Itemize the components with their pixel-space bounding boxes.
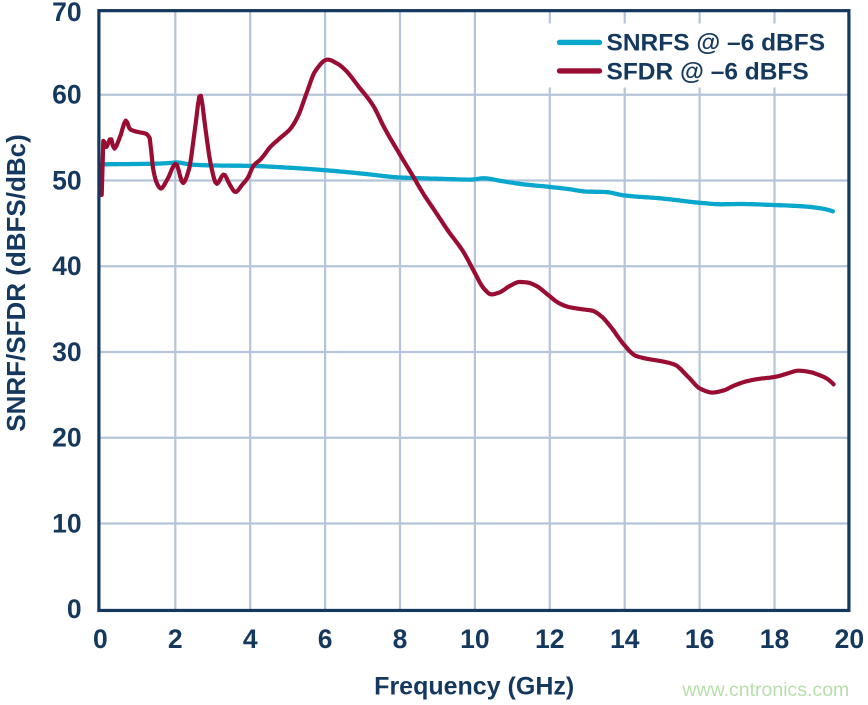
svg-text:0: 0 [93, 624, 108, 654]
svg-text:16: 16 [685, 624, 714, 654]
svg-text:2: 2 [168, 624, 183, 654]
svg-text:40: 40 [52, 251, 81, 281]
svg-text:12: 12 [535, 624, 564, 654]
svg-text:20: 20 [52, 423, 81, 453]
svg-text:0: 0 [67, 594, 82, 624]
svg-text:18: 18 [760, 624, 789, 654]
svg-text:10: 10 [52, 509, 81, 539]
svg-text:www.cntronics.com: www.cntronics.com [681, 679, 849, 701]
svg-text:8: 8 [393, 624, 408, 654]
svg-text:50: 50 [52, 165, 81, 195]
svg-text:14: 14 [610, 624, 640, 654]
svg-text:10: 10 [460, 624, 489, 654]
svg-text:60: 60 [52, 80, 81, 110]
svg-text:70: 70 [52, 0, 81, 27]
svg-text:4: 4 [243, 624, 258, 654]
svg-text:SNRF/SFDR (dBFS/dBc): SNRF/SFDR (dBFS/dBc) [1, 134, 31, 432]
svg-text:20: 20 [835, 624, 864, 654]
svg-text:SFDR @ –6 dBFS: SFDR @ –6 dBFS [607, 59, 809, 86]
svg-text:Frequency (GHz): Frequency (GHz) [374, 673, 574, 701]
svg-text:SNRFS @ –6 dBFS: SNRFS @ –6 dBFS [607, 30, 826, 57]
svg-text:6: 6 [318, 624, 333, 654]
svg-text:30: 30 [52, 337, 81, 367]
